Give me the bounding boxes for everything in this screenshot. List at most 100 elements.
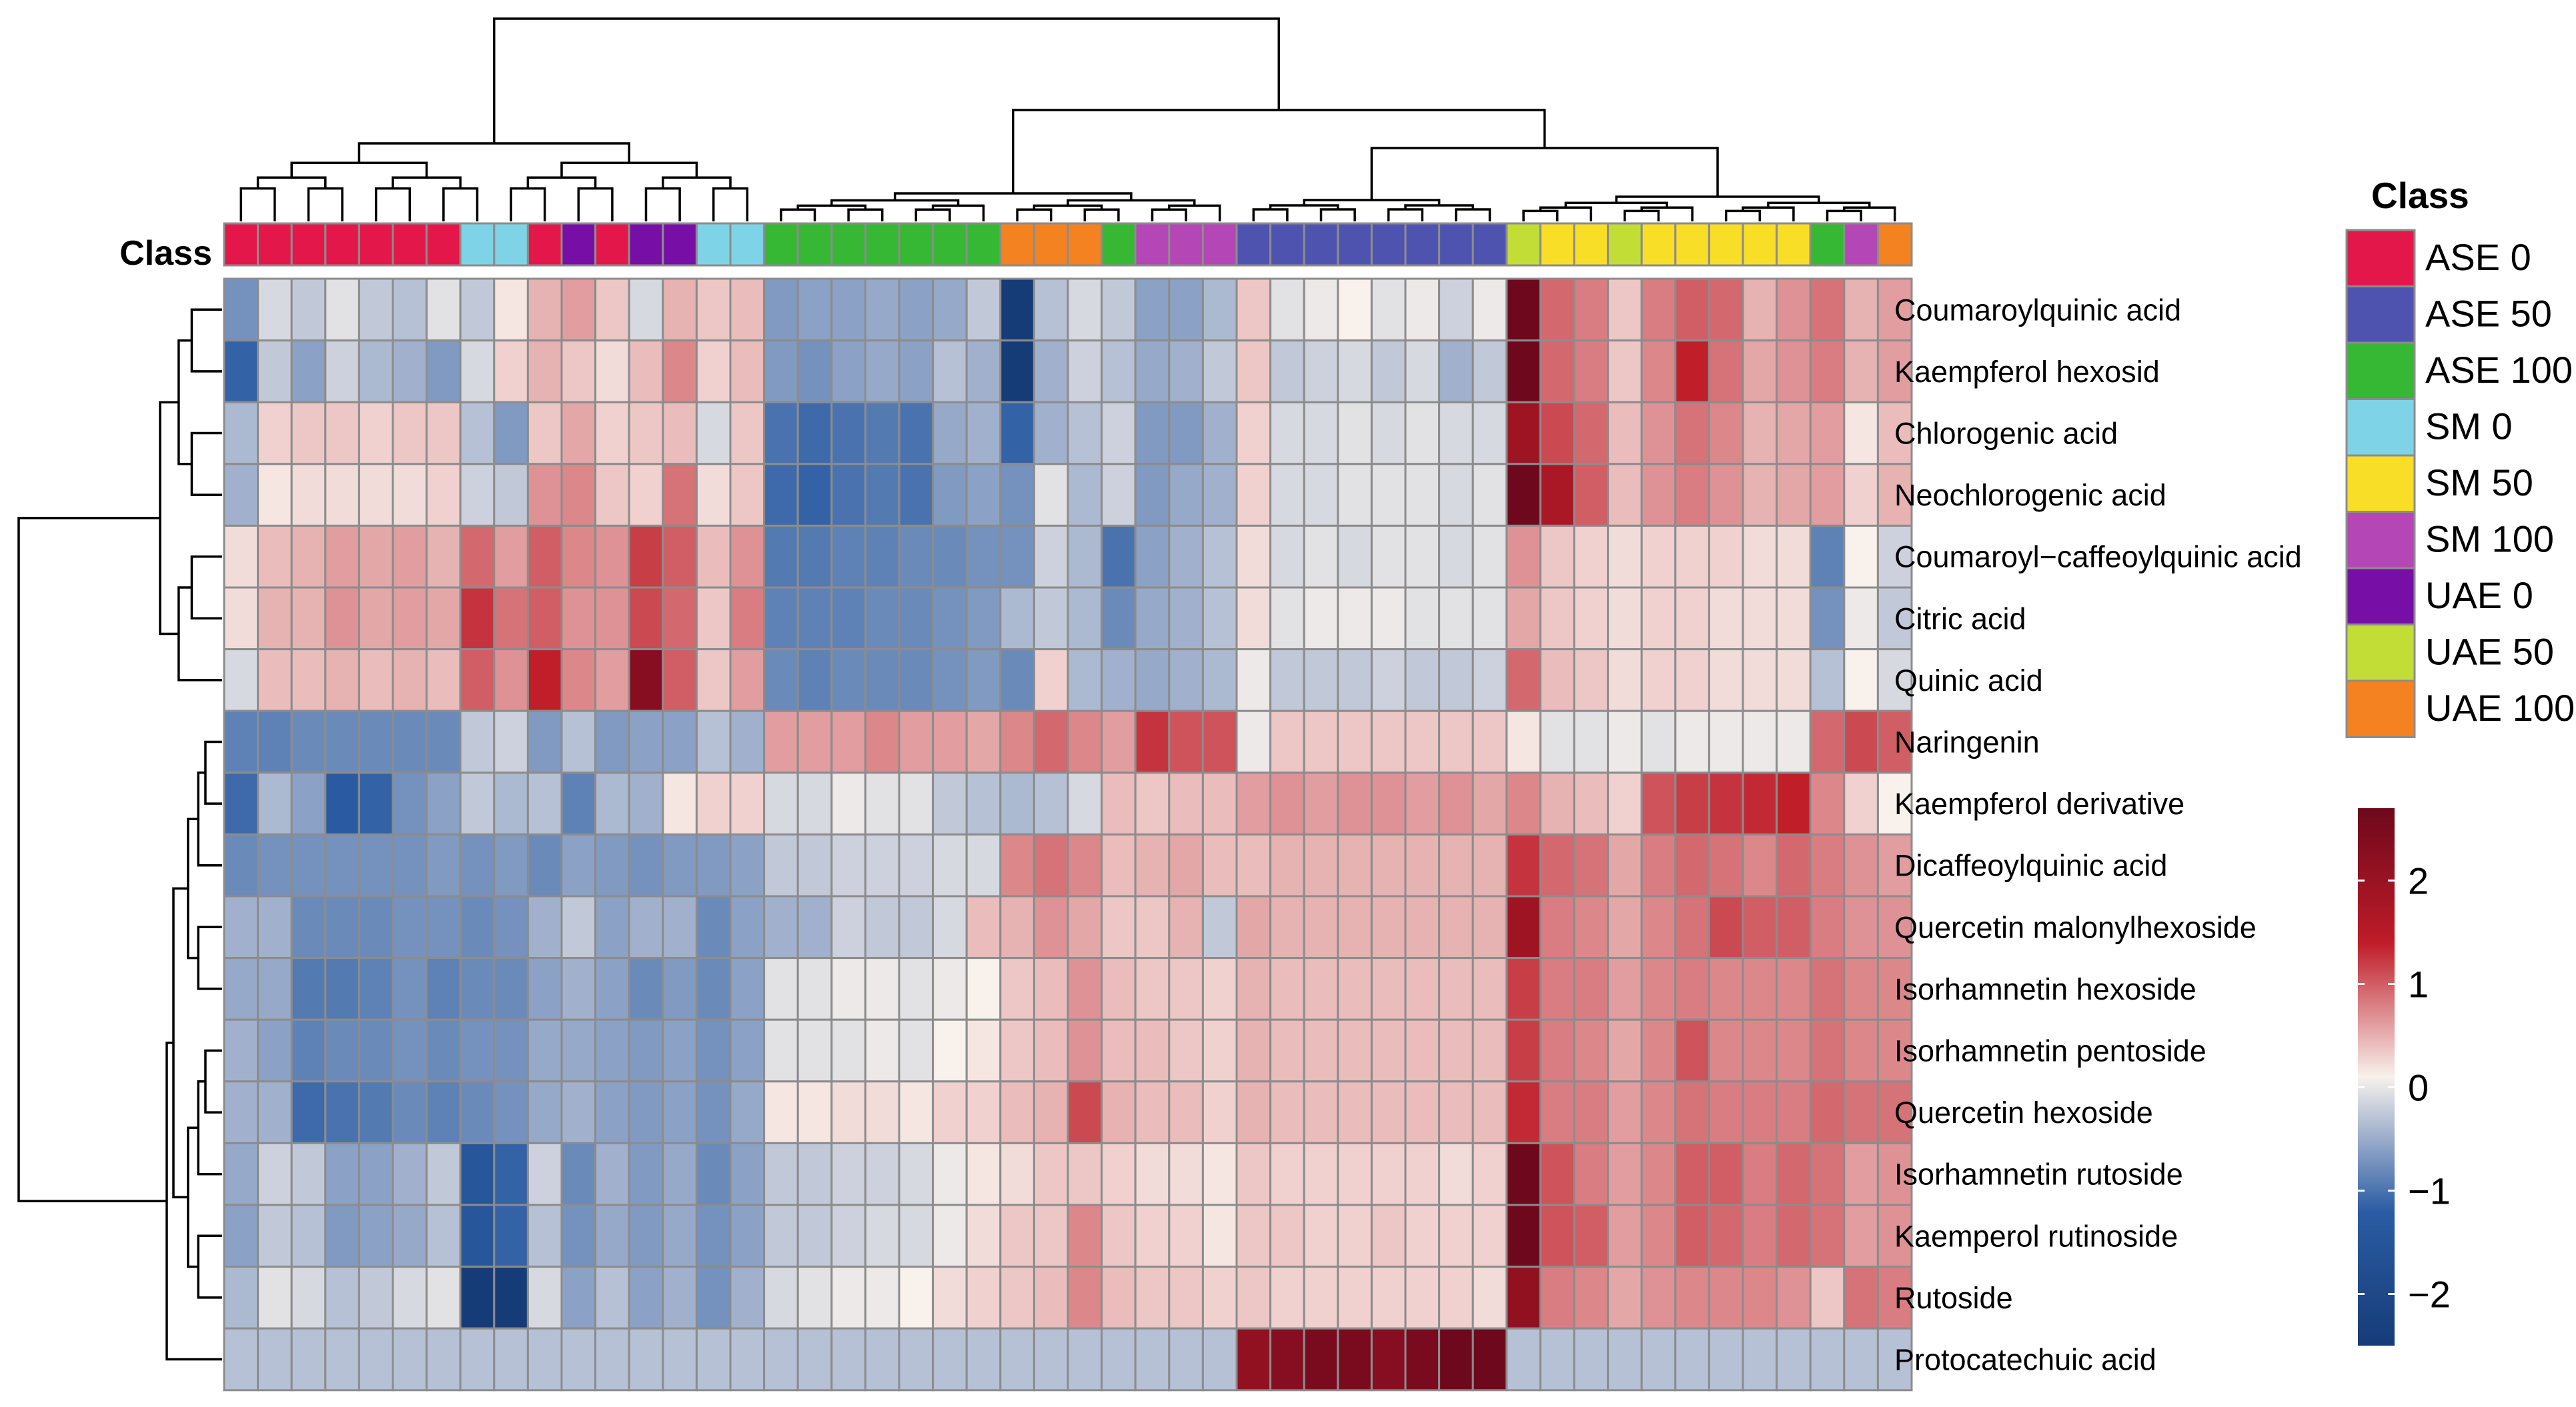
class-annotation-cell	[1101, 222, 1137, 267]
heatmap-cell	[1134, 1204, 1171, 1268]
heatmap-cell	[1101, 1204, 1137, 1268]
class-annotation-cell	[729, 222, 766, 267]
heatmap-cell	[392, 1142, 428, 1206]
heatmap-cell	[1134, 957, 1171, 1021]
heatmap-cell	[796, 710, 833, 774]
heatmap-cell	[1404, 710, 1441, 774]
heatmap-cell	[1404, 833, 1441, 898]
heatmap-cell	[257, 895, 293, 960]
heatmap-cell	[1134, 1018, 1171, 1083]
heatmap-cell	[1404, 277, 1441, 342]
class-annotation-cell	[662, 222, 698, 267]
heatmap-cell	[864, 833, 900, 898]
heatmap-cell	[898, 1204, 934, 1268]
heatmap-cell	[1539, 772, 1575, 836]
heatmap-cell	[392, 1018, 428, 1083]
heatmap-cell	[1337, 524, 1373, 589]
class-annotation-cell	[290, 222, 327, 267]
heatmap-cell	[999, 1204, 1035, 1268]
heatmap-cell	[257, 1266, 293, 1330]
heatmap-cell	[1843, 1080, 1879, 1144]
heatmap-cell	[1708, 586, 1744, 651]
heatmap-cell	[1640, 1142, 1677, 1206]
class-annotation-cell	[898, 222, 934, 267]
class-annotation-cell	[1168, 222, 1204, 267]
heatmap-cell	[1539, 1142, 1575, 1206]
heatmap-cell	[1134, 401, 1171, 465]
heatmap-cell	[1337, 833, 1373, 898]
dendrogram-branch	[374, 187, 412, 221]
heatmap-cell	[763, 1327, 799, 1392]
heatmap-cell	[1809, 277, 1846, 342]
heatmap-cell	[1134, 895, 1171, 960]
heatmap-cell	[392, 277, 428, 342]
heatmap-cell	[1033, 339, 1069, 403]
dendrogram-branch	[560, 161, 698, 178]
heatmap-cell	[1539, 1018, 1575, 1083]
class-annotation-cell	[1438, 222, 1474, 267]
heatmap-cell	[1471, 1204, 1508, 1268]
dendrogram-branch	[1624, 209, 1660, 221]
heatmap-cell	[1607, 1018, 1643, 1083]
heatmap-cell	[1134, 463, 1171, 527]
heatmap-cell	[1235, 463, 1272, 527]
heatmap-cell	[1742, 833, 1778, 898]
heatmap-cell	[1607, 895, 1643, 960]
class-annotation-cell	[1573, 222, 1609, 267]
heatmap-cell	[257, 833, 293, 898]
heatmap-cell	[594, 339, 630, 403]
heatmap-cell	[257, 277, 293, 342]
heatmap-cell	[1539, 895, 1575, 960]
heatmap-cell	[223, 586, 259, 651]
heatmap-cell	[796, 586, 833, 651]
heatmap-cell	[965, 1204, 1002, 1268]
heatmap-cell	[1809, 648, 1846, 712]
heatmap-cell	[1539, 339, 1575, 403]
heatmap-cell	[1235, 1204, 1272, 1268]
heatmap-cell	[1776, 710, 1812, 774]
class-annotation-cell	[1640, 222, 1677, 267]
heatmap-cell	[1505, 1142, 1541, 1206]
heatmap-cell	[999, 957, 1035, 1021]
heatmap-cell	[257, 463, 293, 527]
class-annotation-cell	[594, 222, 630, 267]
heatmap-cell	[257, 339, 293, 403]
class-annotation-cell	[763, 222, 799, 267]
heatmap-cell	[358, 710, 394, 774]
heatmap-cell	[560, 1080, 597, 1144]
heatmap-cell	[426, 1266, 462, 1330]
class-annotation-cell	[796, 222, 833, 267]
heatmap-cell	[965, 339, 1002, 403]
heatmap-cell	[459, 1080, 496, 1144]
heatmap-cell	[763, 339, 799, 403]
heatmap-cell	[1876, 1327, 1913, 1392]
dendrogram-branch	[204, 1049, 222, 1114]
heatmap-cell	[1505, 1266, 1541, 1330]
heatmap-cell	[1539, 1327, 1575, 1392]
heatmap-cell	[560, 1204, 597, 1268]
heatmap-cell	[1269, 1142, 1305, 1206]
heatmap-cell	[1303, 710, 1339, 774]
heatmap-cell	[1505, 463, 1541, 527]
heatmap-cell	[1573, 772, 1609, 836]
heatmap-cell	[1708, 648, 1744, 712]
heatmap-cell	[1776, 339, 1812, 403]
heatmap-cell	[864, 895, 900, 960]
heatmap-cell	[1101, 833, 1137, 898]
heatmap-cell	[1033, 833, 1069, 898]
heatmap-cell	[594, 1018, 630, 1083]
heatmap-cell	[1742, 957, 1778, 1021]
heatmap-cell	[290, 1266, 327, 1330]
heatmap-cell	[1101, 401, 1137, 465]
heatmap-cell	[1033, 1204, 1069, 1268]
class-legend-swatch	[2345, 285, 2416, 344]
heatmap-cell	[763, 710, 799, 774]
heatmap-cell	[864, 586, 900, 651]
heatmap-cell	[932, 710, 968, 774]
heatmap-cell	[1370, 772, 1407, 836]
heatmap-cell	[1438, 277, 1474, 342]
heatmap-cell	[1640, 401, 1677, 465]
heatmap-cell	[526, 1018, 563, 1083]
heatmap-cell	[392, 1204, 428, 1268]
heatmap-cell	[1607, 1142, 1643, 1206]
